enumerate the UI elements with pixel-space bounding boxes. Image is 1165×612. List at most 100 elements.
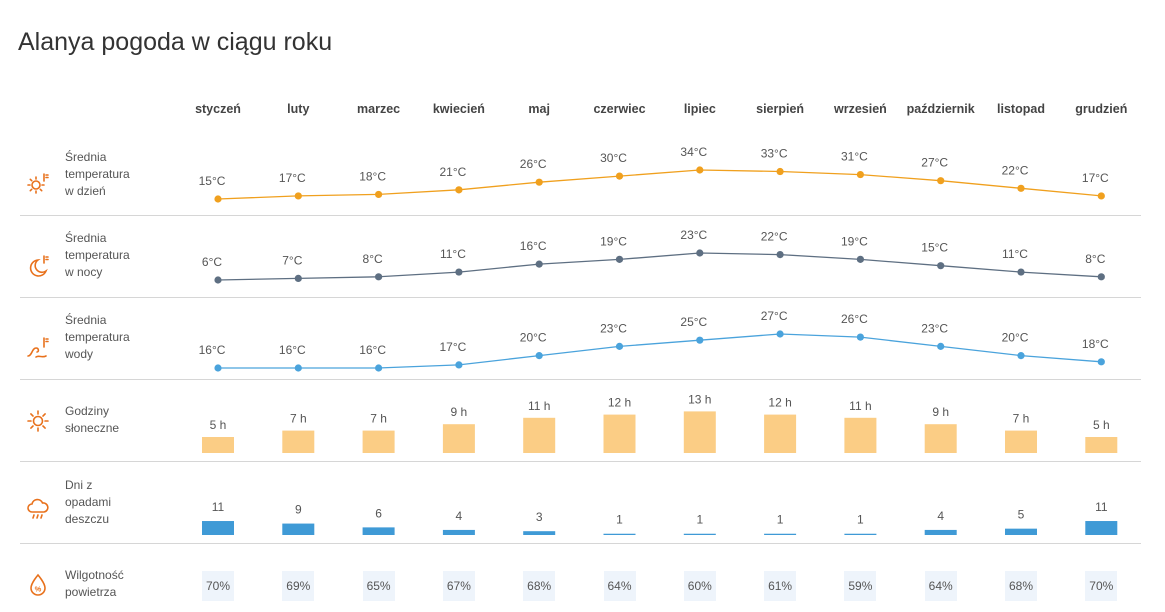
day-temp-value-label: 30°C [600, 151, 627, 165]
row-label-line: Średnia [65, 313, 107, 327]
month-label: lipiec [683, 102, 716, 116]
sun-hours-bar [1085, 437, 1118, 453]
day-temp-value-label: 21°C [439, 165, 466, 179]
sun-hours-bar [362, 430, 395, 453]
night-temp-value-label: 22°C [761, 230, 788, 244]
water-temp-value-label: 27°C [761, 309, 788, 323]
sun-hours-value-label: 7 h [1013, 412, 1030, 426]
water-temp-value-label: 20°C [1002, 331, 1029, 345]
humidity-value-cell: 70% [1085, 571, 1118, 601]
day-temp-value-label: 17°C [1082, 171, 1109, 185]
day-temp-point [696, 166, 704, 174]
row-divider [20, 543, 1141, 544]
night-temp-point [776, 250, 784, 259]
day-temp-series-line [217, 169, 1102, 200]
month-label: marzec [357, 102, 401, 116]
sun-hours-value-label: 11 h [528, 399, 550, 413]
day-temp-point [375, 190, 383, 199]
water-temp-value-label: 16°C [279, 343, 306, 357]
month-header: styczeń luty marzec kwiecień maj czerwiec lipi… [0, 102, 1165, 122]
sun-hours-value-label: 5 h [210, 418, 227, 432]
month-label: styczeń [195, 102, 241, 116]
water-temp-value-label: 23°C [921, 321, 948, 335]
humidity-value-cell: 64% [603, 571, 636, 601]
row-label-line: Średnia [65, 150, 107, 164]
night-temp-value-label: 6°C [202, 255, 222, 269]
night-temp-value-label: 8°C [363, 252, 383, 266]
night-temp-value-label: 16°C [520, 239, 547, 253]
water-temp-point [696, 336, 704, 344]
month-label: wrzesień [833, 102, 887, 116]
row-label-line: Wilgotność [65, 568, 124, 582]
humidity-value-cell: 68% [1005, 571, 1037, 601]
humidity-value-cell: 61% [764, 571, 797, 601]
water-temp-value-label: 16°C [359, 343, 386, 357]
night-temp-value-label: 7°C [282, 253, 302, 267]
row-label-line: wody [65, 347, 94, 361]
night-temp-point [535, 260, 543, 268]
water-temp-point [1097, 358, 1105, 366]
day-temp-point [615, 172, 624, 180]
night-temp-point [856, 255, 865, 263]
month-label: kwiecień [432, 102, 485, 116]
night-temp-point [455, 268, 463, 276]
row-label-line: temperatura [65, 167, 130, 181]
day-temp-point [214, 195, 222, 203]
sun-hours-bar [683, 411, 716, 453]
row-label-day-temp: Średnia temperatura w dzień [65, 149, 130, 200]
night-temp-point [1097, 273, 1105, 281]
rain-days-bar [202, 521, 234, 535]
humidity-value-cell: 64% [924, 571, 957, 601]
sun-hours-bar [282, 430, 315, 453]
day-temp-point [1097, 192, 1105, 200]
night-temp-value-label: 15°C [921, 241, 948, 255]
row-label-line: Średnia [65, 231, 107, 245]
day-temp-value-label: 15°C [199, 174, 226, 188]
row-label-line: temperatura [65, 330, 130, 344]
rain-days-value-label: 6 [375, 506, 382, 520]
humidity-value-cell: 69% [282, 571, 315, 601]
day-temp-value-label: 18°C [359, 169, 386, 183]
sun-hours-value-label: 7 h [370, 412, 387, 426]
row-label-line: deszczu [65, 512, 110, 526]
sun-hours-value-label: 9 h [451, 405, 468, 419]
row-label-line: słoneczne [65, 421, 120, 435]
sun-hours-value-label: 5 h [1093, 418, 1110, 432]
day-temp-value-label: 27°C [921, 156, 948, 170]
svg-text:%: % [35, 585, 42, 594]
row-divider [20, 461, 1141, 462]
water-temp-point [294, 364, 302, 372]
day-temp-point [937, 177, 945, 185]
water-temp-value-label: 25°C [680, 315, 707, 329]
row-divider [20, 297, 1141, 298]
day-temp-value-label: 26°C [520, 157, 547, 171]
humidity-value-cell: 70% [202, 571, 234, 601]
sun-hours-value-label: 13 h [688, 392, 711, 406]
rain-days-bar [603, 533, 636, 535]
sun-hours-value-label: 12 h [608, 396, 631, 410]
rain-days-bar [764, 533, 797, 535]
rain-days-value-label: 3 [536, 510, 543, 524]
row-label-line: temperatura [65, 248, 130, 262]
night-temp-value-label: 19°C [600, 234, 627, 248]
row-divider [20, 215, 1141, 216]
humidity-value-cell: 68% [523, 571, 556, 601]
water-temp-point [455, 361, 463, 369]
rain-days-bar [282, 523, 315, 535]
month-label: listopad [997, 102, 1045, 116]
day-temp-point [455, 186, 463, 194]
humidity-drop-icon: % [30, 573, 46, 596]
water-temp-point [615, 342, 624, 350]
row-label-humidity: Wilgotność powietrza [65, 567, 124, 601]
sun-hours-value-label: 12 h [768, 396, 791, 410]
day-temp-point [1017, 184, 1025, 192]
month-label: luty [287, 102, 310, 116]
rain-days-value-label: 5 [1018, 508, 1025, 522]
sun-hours-bar [924, 424, 957, 453]
sun-hours-bar [202, 437, 234, 453]
sun-icon [27, 410, 49, 432]
row-label-line: powietrza [65, 585, 117, 599]
day-temp-point [776, 167, 784, 176]
rain-days-value-label: 1 [616, 513, 623, 527]
